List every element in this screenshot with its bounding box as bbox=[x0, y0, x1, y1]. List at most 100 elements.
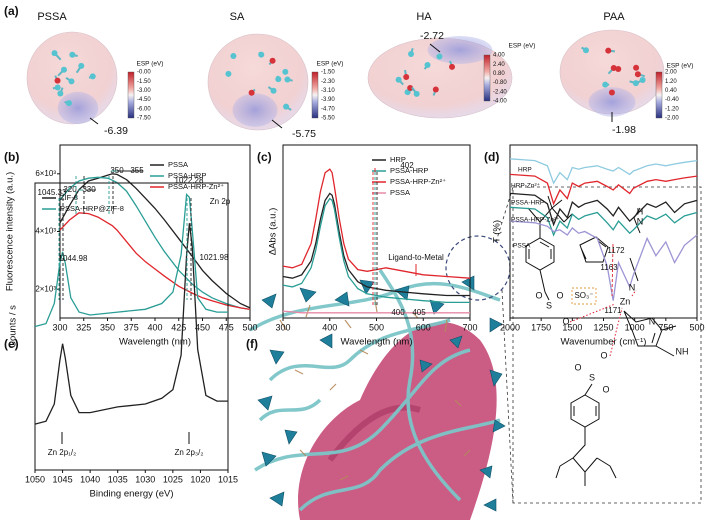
colorbar-tick-label: -2.00 bbox=[665, 116, 679, 122]
atom bbox=[51, 50, 58, 57]
y-axis-label: T (%) bbox=[492, 220, 503, 243]
colorbar-tick-label: -1.20 bbox=[665, 106, 679, 112]
coordination-bond bbox=[609, 307, 623, 357]
x-tick-label: 1035 bbox=[108, 474, 128, 484]
annotation: 1044.98 bbox=[59, 254, 88, 263]
x-tick-label: 1050 bbox=[25, 474, 45, 484]
legend-label: PSSA-HRP@ZIF-8 bbox=[60, 204, 124, 213]
atom bbox=[258, 51, 265, 58]
atom bbox=[436, 53, 443, 60]
atom bbox=[89, 73, 96, 80]
atom bbox=[275, 76, 282, 83]
line-series bbox=[282, 197, 470, 304]
legend-label: PSSA-HRP bbox=[168, 171, 206, 180]
atom bbox=[639, 77, 646, 84]
molecule-name: PAA bbox=[603, 11, 625, 23]
annotation: Zn 2p₃/₂ bbox=[174, 448, 203, 457]
annotation: 320 bbox=[63, 185, 77, 194]
colorbar-tick-label: -1.50 bbox=[321, 70, 335, 76]
series-label: PSSA bbox=[513, 243, 531, 250]
line-series bbox=[59, 176, 251, 311]
legend-label: PSSA bbox=[390, 188, 410, 197]
x-tick-label: 1500 bbox=[562, 322, 582, 332]
colorbar-tick-label: 0.80 bbox=[493, 71, 505, 77]
line-series bbox=[282, 310, 470, 314]
atom-label: O bbox=[600, 350, 607, 360]
esp-negative-region bbox=[57, 91, 99, 125]
atom bbox=[269, 57, 276, 64]
x-tick-label: 425 bbox=[171, 322, 186, 332]
line-series bbox=[282, 192, 470, 297]
x-tick-label: 1020 bbox=[190, 474, 210, 484]
colorbar-tick-label: -4.00 bbox=[493, 99, 507, 105]
esp-label: ESP (eV) bbox=[667, 63, 694, 70]
x-tick-label: 500 bbox=[369, 322, 384, 332]
x-tick-label: 375 bbox=[124, 322, 139, 332]
atom-label: S bbox=[589, 372, 595, 382]
min-arrow bbox=[271, 119, 283, 129]
line-series bbox=[282, 168, 471, 279]
guide-line bbox=[611, 243, 614, 297]
min-esp-label: -6.39 bbox=[104, 125, 128, 137]
annotation: 1171 bbox=[604, 306, 622, 315]
line-series bbox=[59, 173, 251, 309]
x-tick-label: 700 bbox=[462, 322, 477, 332]
esp-label: ESP (eV) bbox=[137, 61, 164, 68]
x-axis-label: Wavelength (nm) bbox=[341, 337, 413, 348]
x-tick-label: 1250 bbox=[593, 322, 613, 332]
atom bbox=[69, 51, 76, 58]
atom-label: NH bbox=[676, 346, 689, 356]
panel-label: (f) bbox=[246, 337, 258, 351]
atom-label: N bbox=[649, 316, 656, 326]
x-tick-label: 350 bbox=[100, 322, 115, 332]
atom-label: S bbox=[546, 300, 552, 310]
protein-render bbox=[249, 235, 511, 520]
series-label: PSSA-HRP-Zn²⁺ bbox=[511, 217, 560, 224]
legend-label: PSSA-HRP-Zn²⁺ bbox=[168, 182, 224, 191]
colorbar-tick-label: -2.30 bbox=[321, 79, 335, 85]
min-esp-label: -5.75 bbox=[292, 128, 316, 140]
line-series bbox=[59, 212, 251, 311]
annotation: SO₃⁻ bbox=[574, 291, 593, 300]
colorbar-tick-label: -4.70 bbox=[321, 106, 335, 112]
series-label: HRP-Zn²⁺ bbox=[511, 183, 541, 190]
colorbar-tick-label: 2.00 bbox=[665, 70, 677, 76]
panel-label: (c) bbox=[257, 150, 272, 164]
annotation: Ligand-to-Metal bbox=[388, 253, 444, 262]
min-arrow bbox=[429, 43, 441, 53]
colorbar-tick-label: -1.50 bbox=[137, 79, 151, 85]
atom bbox=[65, 100, 72, 107]
atom bbox=[582, 47, 589, 54]
x-tick-label: 500 bbox=[242, 322, 257, 332]
annotation: 405 bbox=[412, 308, 426, 317]
x-tick-label: 1030 bbox=[135, 474, 155, 484]
y-tick-label: 4×10³ bbox=[35, 227, 56, 236]
atom bbox=[407, 84, 414, 91]
min-esp-label: -1.98 bbox=[612, 124, 636, 136]
atom bbox=[78, 62, 85, 69]
panel-label: (d) bbox=[484, 150, 499, 164]
atom bbox=[408, 51, 415, 58]
atom bbox=[634, 71, 641, 78]
annotation: 1172 bbox=[607, 246, 625, 255]
coordination-bond bbox=[631, 289, 637, 297]
atom bbox=[432, 86, 439, 93]
molecule-name: SA bbox=[230, 11, 245, 23]
annotation: 1021.98 bbox=[200, 253, 229, 262]
annotation-box bbox=[571, 287, 597, 305]
x-tick-label: 400 bbox=[322, 322, 337, 332]
colorbar-tick-label: -0.40 bbox=[665, 97, 679, 103]
colorbar-tick-label: 1.20 bbox=[665, 79, 677, 85]
legend-label: HRP bbox=[390, 155, 406, 164]
molecule bbox=[207, 33, 309, 131]
annotation: 1163 bbox=[600, 263, 618, 272]
annotation: 1045.33 bbox=[38, 188, 67, 197]
molecule-name: PSSA bbox=[37, 11, 67, 23]
atom bbox=[413, 90, 420, 97]
colorbar-tick-label: 4.00 bbox=[493, 53, 505, 59]
atom-label: N bbox=[629, 282, 636, 292]
line-series bbox=[509, 192, 698, 227]
atom bbox=[68, 78, 75, 85]
coordination-bond bbox=[569, 303, 616, 323]
x-tick-label: 450 bbox=[195, 322, 210, 332]
